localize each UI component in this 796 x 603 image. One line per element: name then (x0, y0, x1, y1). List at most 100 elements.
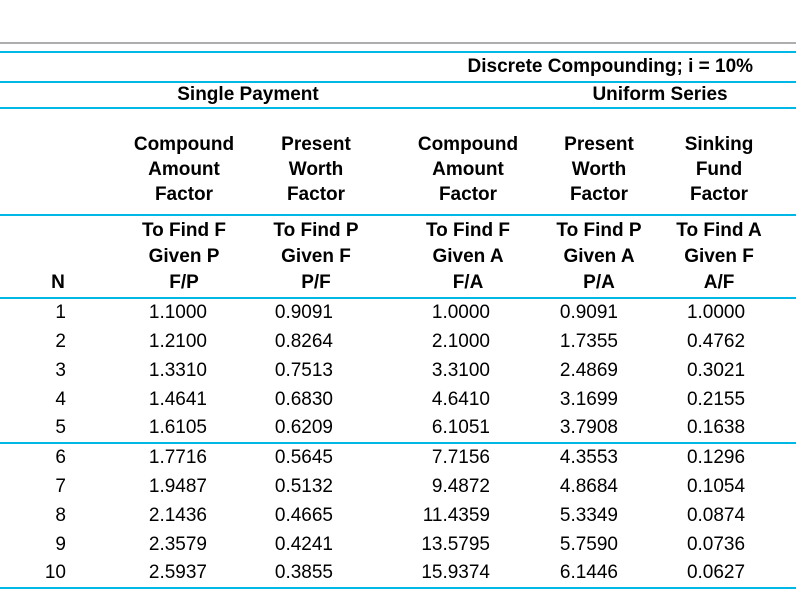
pf-cell: 0.5132 (274, 475, 333, 497)
table-title-row: Discrete Compounding; i = 10% (0, 51, 796, 83)
n-cell: 6 (55, 447, 66, 468)
tofind-line: Given A (563, 245, 635, 267)
af-cell: 0.3021 (686, 359, 746, 381)
header-line: Factor (569, 184, 629, 205)
pa-cell: 5.7590 (559, 533, 618, 555)
table-row: 7 1.9487 0.5132 9.4872 4.8684 0.1054 (0, 472, 796, 501)
fp-cell: 1.9487 (148, 475, 207, 497)
tofind-line: Given A (432, 245, 504, 267)
fa-cell: 13.5795 (421, 533, 490, 555)
fa-cell: 1.0000 (431, 302, 490, 323)
fp-cell: 1.2100 (148, 330, 207, 352)
pf-cell: 0.6209 (252, 414, 380, 444)
tofind-line: Given F (684, 245, 754, 267)
header-line: Amount (432, 159, 504, 180)
tofind-header-fp: To Find F Given P F/P (116, 215, 252, 299)
pa-cell: 4.3553 (559, 447, 618, 468)
table-row: 5 1.6105 0.6209 6.1051 3.7908 0.1638 (0, 414, 796, 444)
fp-cell: 1.6105 (116, 414, 252, 444)
tofind-line-n-label: N (51, 271, 65, 293)
af-cell: 0.1054 (686, 475, 746, 497)
fp-cell: 2.5937 (116, 559, 252, 589)
header-line: Compound (417, 134, 519, 155)
tofind-line: To Find A (676, 219, 762, 241)
header-line: Factor (154, 184, 214, 205)
fa-cell: 3.3100 (431, 359, 490, 381)
table-row: 2 1.2100 0.8264 2.1000 1.7355 0.4762 (0, 327, 796, 356)
tofind-header-fa: To Find F Given A F/A (380, 215, 556, 299)
tofind-header-row: N To Find F Given P F/P To Find P Given … (0, 215, 796, 299)
af-cell: 0.2155 (686, 388, 746, 410)
tofind-line-ratio: P/F (301, 271, 331, 293)
fa-cell: 7.7156 (431, 447, 490, 468)
interest-factor-table: Discrete Compounding; i = 10% Single Pay… (0, 51, 796, 589)
fp-cell: 1.3310 (148, 359, 207, 381)
header-line (0, 132, 116, 157)
n-cell: 9 (55, 533, 66, 555)
pf-cell: 0.6830 (274, 388, 333, 410)
header-line (0, 157, 116, 182)
pa-cell: 4.8684 (559, 475, 618, 497)
section-header-spacer (0, 82, 116, 109)
pa-cell: 2.4869 (559, 359, 618, 381)
fa-cell: 11.4359 (422, 504, 490, 526)
section-header-row: Single Payment Uniform Series (0, 82, 796, 109)
header-line: Factor (690, 184, 749, 205)
n-cell: 10 (0, 559, 116, 589)
table-row: 9 2.3579 0.4241 13.5795 5.7590 0.0736 (0, 530, 796, 559)
pf-cell: 0.9091 (274, 302, 333, 323)
col-header-n (0, 108, 116, 216)
fa-cell: 6.1051 (380, 414, 556, 444)
fa-cell: 2.1000 (431, 330, 490, 352)
tofind-line: To Find F (425, 219, 511, 241)
pa-cell: 0.9091 (559, 302, 618, 323)
top-gray-rule (0, 42, 796, 44)
af-cell: 0.1638 (642, 414, 796, 444)
header-line: Factor (438, 184, 498, 205)
fp-cell: 2.1436 (148, 504, 207, 526)
af-cell: 0.1296 (686, 447, 746, 468)
tofind-line: Given P (148, 245, 220, 267)
fp-cell: 1.7716 (148, 447, 207, 468)
col-header-present-worth-factor-pf: Present Worth Factor (252, 108, 380, 216)
pf-cell: 0.5645 (274, 447, 333, 468)
tofind-line-ratio: A/F (703, 271, 735, 293)
section-header-uniform-series: Uniform Series (380, 82, 796, 109)
pa-cell: 3.7908 (556, 414, 642, 444)
pf-cell: 0.4241 (274, 533, 333, 555)
table-row: 4 1.4641 0.6830 4.6410 3.1699 0.2155 (0, 385, 796, 414)
section-header-single-payment: Single Payment (116, 82, 380, 109)
tofind-header-af: To Find A Given F A/F (642, 215, 796, 299)
tofind-line-ratio: F/A (452, 271, 484, 293)
pa-cell: 6.1446 (556, 559, 642, 589)
header-line: Present (281, 134, 351, 155)
af-cell: 0.0736 (686, 533, 746, 555)
fa-cell: 4.6410 (431, 388, 490, 410)
af-cell: 0.4762 (686, 330, 746, 352)
table-row: 1 1.1000 0.9091 1.0000 0.9091 1.0000 (0, 298, 796, 327)
tofind-header-pf: To Find P Given F P/F (252, 215, 380, 299)
tofind-line-ratio: P/A (583, 271, 615, 293)
col-header-compound-amount-factor-fp: Compound Amount Factor (116, 108, 252, 216)
header-line: Sinking (684, 134, 754, 155)
tofind-line: Given F (281, 245, 351, 267)
af-cell: 0.0874 (686, 504, 746, 526)
fp-cell: 1.1000 (148, 302, 207, 323)
pf-cell: 0.8264 (274, 330, 333, 352)
n-cell: 2 (55, 330, 66, 352)
header-line: Fund (695, 159, 743, 180)
fp-cell: 2.3579 (148, 533, 207, 555)
pf-cell: 0.4665 (274, 504, 333, 526)
pa-cell: 3.1699 (559, 388, 618, 410)
tofind-line (0, 244, 116, 270)
table-row: 6 1.7716 0.5645 7.7156 4.3553 0.1296 (0, 443, 796, 472)
pa-cell: 5.3349 (559, 504, 618, 526)
tofind-line: To Find P (556, 219, 642, 241)
n-cell: 1 (55, 302, 66, 323)
tofind-line (0, 218, 116, 244)
header-line: Compound (133, 134, 235, 155)
rule-gap (0, 44, 796, 51)
tofind-line: To Find F (141, 219, 227, 241)
pa-cell: 1.7355 (559, 330, 618, 352)
header-line: Worth (571, 159, 627, 180)
